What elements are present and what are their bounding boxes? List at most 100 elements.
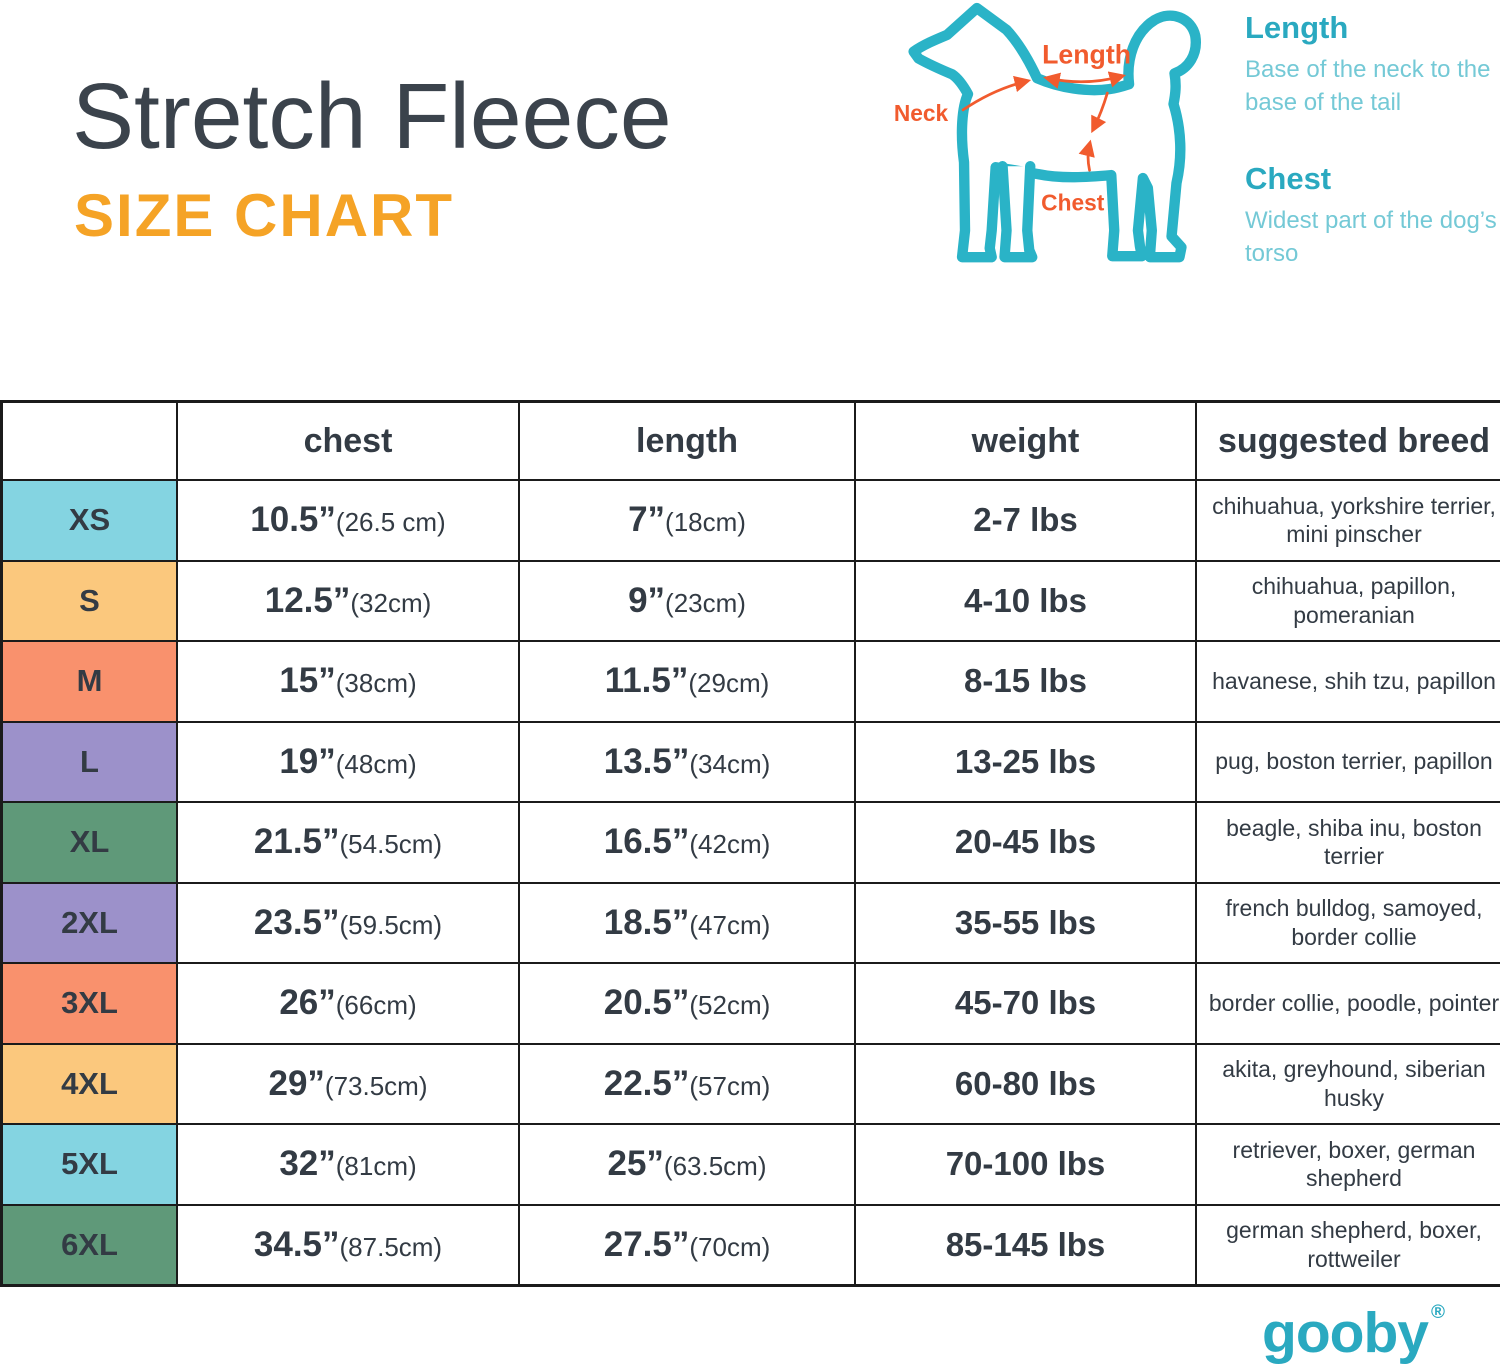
header-breed: suggested breed [1195,400,1500,481]
measurement-inches: 13.5” [603,741,690,781]
breed-cell: retriever, boxer, german shepherd [1195,1123,1500,1206]
chest-cell: 34.5”(87.5cm) [176,1203,520,1287]
size-cell: XS [0,479,178,562]
measurement-cm: (52cm) [689,990,771,1021]
measurement-cm: (57cm) [689,1070,771,1101]
measurement-inches: 22.5” [603,1063,690,1103]
size-cell: 5XL [0,1123,178,1206]
legend-chest-desc: Widest part of the dog’s torso [1245,207,1497,268]
size-cell: 4XL [0,1042,178,1125]
chest-cell: 12.5”(32cm) [176,559,520,642]
header-chest: chest [176,400,520,481]
neck-arrow [961,75,1032,112]
measurement-inches: 15” [279,661,336,701]
weight-cell: 13-25 lbs [854,720,1197,803]
chest-arrow-down [1091,91,1109,134]
registered-trademark-icon: ® [1430,1302,1445,1323]
breed-cell: chihuahua, papillon, pomeranian [1195,559,1500,642]
measurement-legend: Length Base of the neck to the base of t… [1245,12,1500,270]
length-cell: 7”(18cm) [518,479,856,562]
legend-length-title: Length [1245,10,1349,45]
length-cell: 18.5”(47cm) [518,881,856,964]
breed-cell: akita, greyhound, siberian husky [1195,1042,1500,1125]
measurement-cm: (18cm) [665,507,746,538]
gooby-logo-text: gooby [1262,1301,1429,1365]
measurement-inches: 27.5” [603,1224,690,1264]
header-size [0,400,178,481]
measurement-inches: 20.5” [603,983,690,1023]
table-row: XS 10.5”(26.5 cm) 7”(18cm) 2-7 lbs chihuahua… [0,479,1500,562]
measurement-inches: 34.5” [253,1224,340,1264]
size-cell: S [0,559,178,642]
size-cell: 3XL [0,962,178,1045]
header-row: chest length weight suggested breed [0,400,1500,481]
length-cell: 27.5”(70cm) [518,1203,856,1287]
title-block: Stretch Fleece SIZE CHART [72,67,672,246]
length-arrow [1043,71,1126,89]
measurement-cm: (66cm) [335,990,417,1021]
weight-cell: 60-80 lbs [854,1042,1197,1125]
chest-arrow-up [1078,139,1095,172]
table-row: 6XL 34.5”(87.5cm) 27.5”(70cm) 85-145 lbs ger… [0,1203,1500,1287]
measurement-inches: 7” [628,500,666,540]
measurement-cm: (81cm) [335,1151,417,1182]
measurement-inches: 16.5” [603,822,690,862]
breed-cell: border collie, poodle, pointer [1195,962,1500,1045]
legend-chest-title: Chest [1245,161,1332,197]
measurement-inches: 29” [268,1063,325,1103]
measurement-inches: 18.5” [603,902,690,942]
weight-cell: 8-15 lbs [854,640,1197,723]
breed-cell: pug, boston terrier, papillon [1195,720,1500,803]
measurement-cm: (48cm) [335,748,417,779]
weight-cell: 85-145 lbs [854,1203,1197,1287]
length-cell: 25”(63.5cm) [518,1123,856,1206]
weight-cell: 70-100 lbs [854,1123,1197,1206]
measurement-cm: (59.5cm) [339,909,443,940]
dog-measurement-diagram: Length Neck Chest [894,2,1201,263]
diagram-length-label: Length [1042,39,1131,69]
measurement-cm: (70cm) [689,1231,771,1262]
length-cell: 16.5”(42cm) [518,801,856,884]
weight-cell: 45-70 lbs [854,962,1197,1045]
measurement-cm: (54.5cm) [339,829,443,860]
length-cell: 13.5”(34cm) [518,720,856,803]
measurement-cm: (38cm) [335,668,417,699]
weight-cell: 4-10 lbs [854,559,1197,642]
size-cell: L [0,720,178,803]
measurement-inches: 21.5” [253,822,340,862]
breed-cell: chihuahua, yorkshire terrier, mini pinsc… [1195,479,1500,562]
size-cell: M [0,640,178,723]
chest-cell: 21.5”(54.5cm) [176,801,520,884]
measurement-inches: 11.5” [604,661,689,701]
table-row: 4XL 29”(73.5cm) 22.5”(57cm) 60-80 lbs akita,… [0,1042,1500,1125]
dog-far-front-leg [997,161,1038,263]
measurement-cm: (47cm) [689,909,771,940]
diagram-neck-label: Neck [894,100,949,126]
legend-length-desc: Base of the neck to the base of the tail [1245,56,1491,117]
breed-cell: beagle, shiba inu, boston terrier [1195,801,1500,884]
gooby-logo: gooby ® [1262,1300,1445,1366]
chest-cell: 29”(73.5cm) [176,1042,520,1125]
weight-cell: 20-45 lbs [854,801,1197,884]
size-chart-table: chest length weight suggested breed XS 10… [0,400,1500,1287]
chest-cell: 15”(38cm) [176,640,520,723]
length-cell: 11.5”(29cm) [518,640,856,723]
measurement-inches: 26” [279,983,336,1023]
breed-cell: havanese, shih tzu, papillon [1195,640,1500,723]
measurement-cm: (73.5cm) [324,1070,428,1101]
table-row: L 19”(48cm) 13.5”(34cm) 13-25 lbs pug, bosto… [0,720,1500,803]
measurement-inches: 32” [279,1144,336,1184]
measurement-cm: (87.5cm) [339,1231,443,1262]
breed-cell: german shepherd, boxer, rottweiler [1195,1203,1500,1287]
diagram-chest-label: Chest [1041,190,1105,216]
length-cell: 22.5”(57cm) [518,1042,856,1125]
measurement-inches: 19” [279,741,336,781]
table-row: M 15”(38cm) 11.5”(29cm) 8-15 lbs havanese, s… [0,640,1500,723]
chest-cell: 10.5”(26.5 cm) [176,479,520,562]
size-cell: XL [0,801,178,884]
chest-cell: 23.5”(59.5cm) [176,881,520,964]
breed-cell: french bulldog, samoyed, border collie [1195,881,1500,964]
size-cell: 2XL [0,881,178,964]
header-weight: weight [854,400,1197,481]
measurement-inches: 9” [628,580,666,620]
